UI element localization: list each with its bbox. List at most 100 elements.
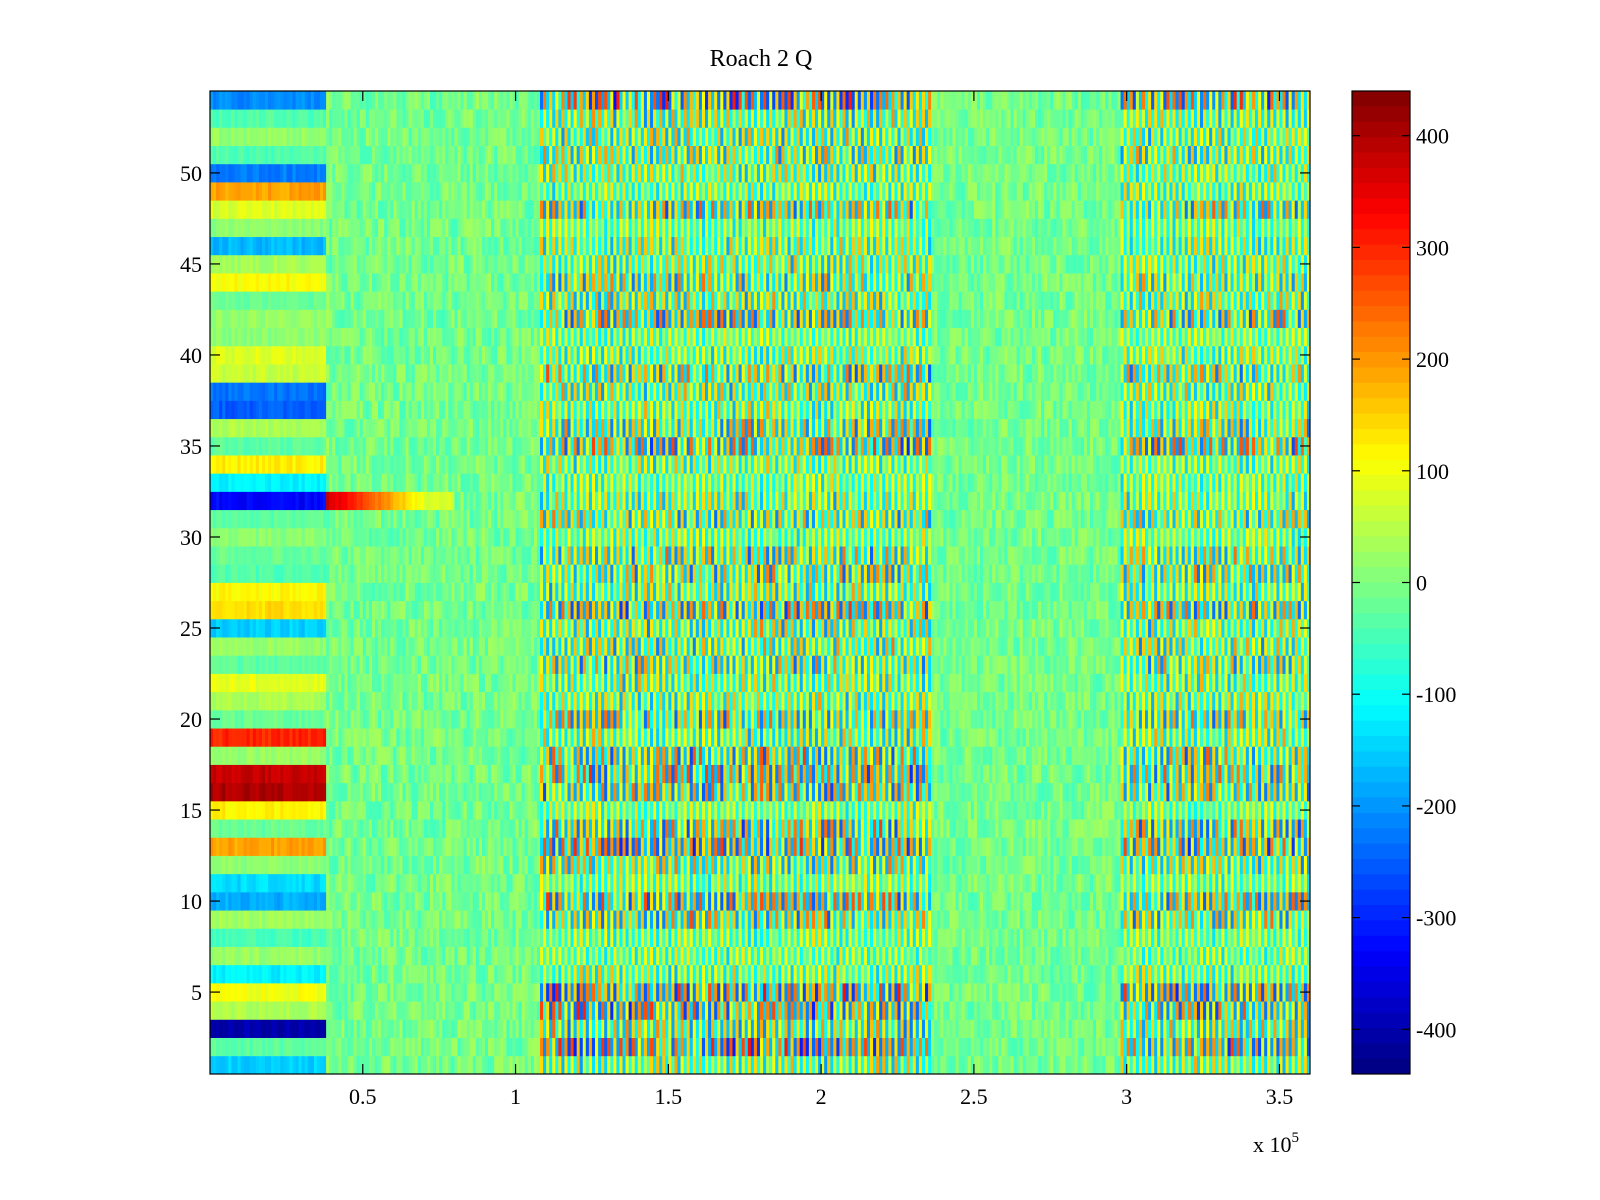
heatmap-cell xyxy=(491,601,494,620)
heatmap-cell xyxy=(406,491,409,510)
heatmap-cell xyxy=(451,1001,454,1020)
heatmap-cell xyxy=(338,491,341,510)
heatmap-cell xyxy=(467,746,470,765)
heatmap-cell xyxy=(485,928,488,947)
heatmap-cell xyxy=(348,965,351,984)
heatmap-cell xyxy=(305,1056,308,1075)
heatmap-cell xyxy=(357,382,360,401)
heatmap-cell xyxy=(308,109,311,128)
heatmap-cell xyxy=(482,419,485,438)
heatmap-cell xyxy=(329,655,332,674)
heatmap-cell xyxy=(473,455,476,474)
heatmap-cell xyxy=(335,455,338,474)
heatmap-cell xyxy=(421,510,424,529)
heatmap-cell xyxy=(302,910,305,929)
heatmap-cell xyxy=(265,874,268,893)
heatmap-cell xyxy=(225,692,228,711)
heatmap-cell xyxy=(461,674,464,693)
heatmap-cell xyxy=(418,364,421,383)
heatmap-cell xyxy=(363,364,366,383)
heatmap-cell xyxy=(244,601,247,620)
heatmap-cell xyxy=(451,783,454,802)
heatmap-cell xyxy=(351,419,354,438)
heatmap-cell xyxy=(338,400,341,419)
heatmap-cell xyxy=(335,783,338,802)
heatmap-cell xyxy=(369,910,372,929)
heatmap-cell xyxy=(439,455,442,474)
heatmap-cell xyxy=(344,510,347,529)
heatmap-cell xyxy=(387,728,390,747)
heatmap-cell xyxy=(256,783,259,802)
heatmap-cell xyxy=(369,400,372,419)
heatmap-cell xyxy=(488,491,491,510)
heatmap-cell xyxy=(482,218,485,237)
heatmap-cell xyxy=(360,965,363,984)
heatmap-cell xyxy=(277,255,280,274)
heatmap-cell xyxy=(247,328,250,347)
heatmap-cell xyxy=(421,910,424,929)
heatmap-cell xyxy=(430,674,433,693)
heatmap-cell xyxy=(289,473,292,492)
heatmap-cell xyxy=(393,965,396,984)
heatmap-cell xyxy=(464,819,467,838)
heatmap-cell xyxy=(461,583,464,602)
heatmap-cell xyxy=(436,255,439,274)
heatmap-cell xyxy=(476,546,479,565)
heatmap-cell xyxy=(305,491,308,510)
heatmap-cell xyxy=(308,874,311,893)
heatmap-cell xyxy=(448,1056,451,1075)
heatmap-cell xyxy=(409,346,412,365)
heatmap-cell xyxy=(387,473,390,492)
heatmap-cell xyxy=(433,382,436,401)
heatmap-cell xyxy=(427,674,430,693)
heatmap-cell xyxy=(244,874,247,893)
heatmap-cell xyxy=(241,692,244,711)
heatmap-cell xyxy=(464,328,467,347)
heatmap-cell xyxy=(458,601,461,620)
heatmap-cell xyxy=(491,710,494,729)
heatmap-cell xyxy=(332,400,335,419)
heatmap-cell xyxy=(445,928,448,947)
heatmap-cell xyxy=(253,728,256,747)
heatmap-cell xyxy=(231,746,234,765)
heatmap-cell xyxy=(354,783,357,802)
heatmap-cell xyxy=(427,947,430,966)
heatmap-cell xyxy=(439,164,442,183)
heatmap-cell xyxy=(433,965,436,984)
heatmap-cell xyxy=(234,947,237,966)
heatmap-cell xyxy=(277,928,280,947)
heatmap-cell xyxy=(378,528,381,547)
heatmap-cell xyxy=(458,400,461,419)
heatmap-cell xyxy=(387,965,390,984)
heatmap-cell xyxy=(366,983,369,1002)
heatmap-cell xyxy=(439,692,442,711)
heatmap-cell xyxy=(277,1019,280,1038)
heatmap-cell xyxy=(271,637,274,656)
heatmap-cell xyxy=(244,382,247,401)
heatmap-cell xyxy=(415,473,418,492)
heatmap-cell xyxy=(344,837,347,856)
heatmap-cell xyxy=(308,437,311,456)
heatmap-cell xyxy=(293,237,296,256)
heatmap-cell xyxy=(268,419,271,438)
heatmap-cell xyxy=(448,182,451,201)
heatmap-cell xyxy=(274,346,277,365)
heatmap-cell xyxy=(335,1001,338,1020)
heatmap-cell xyxy=(247,237,250,256)
heatmap-cell xyxy=(488,109,491,128)
heatmap-cell xyxy=(473,619,476,638)
heatmap-cell xyxy=(231,1056,234,1075)
heatmap-cell xyxy=(213,947,216,966)
heatmap-cell xyxy=(296,601,299,620)
heatmap-cell xyxy=(430,328,433,347)
heatmap-cell xyxy=(302,455,305,474)
heatmap-cell xyxy=(384,601,387,620)
heatmap-cell xyxy=(363,127,366,146)
heatmap-cell xyxy=(415,218,418,237)
heatmap-cell xyxy=(216,674,219,693)
heatmap-cell xyxy=(244,910,247,929)
heatmap-cell xyxy=(286,400,289,419)
heatmap-cell xyxy=(387,182,390,201)
heatmap-cell xyxy=(256,182,259,201)
heatmap-cell xyxy=(485,491,488,510)
